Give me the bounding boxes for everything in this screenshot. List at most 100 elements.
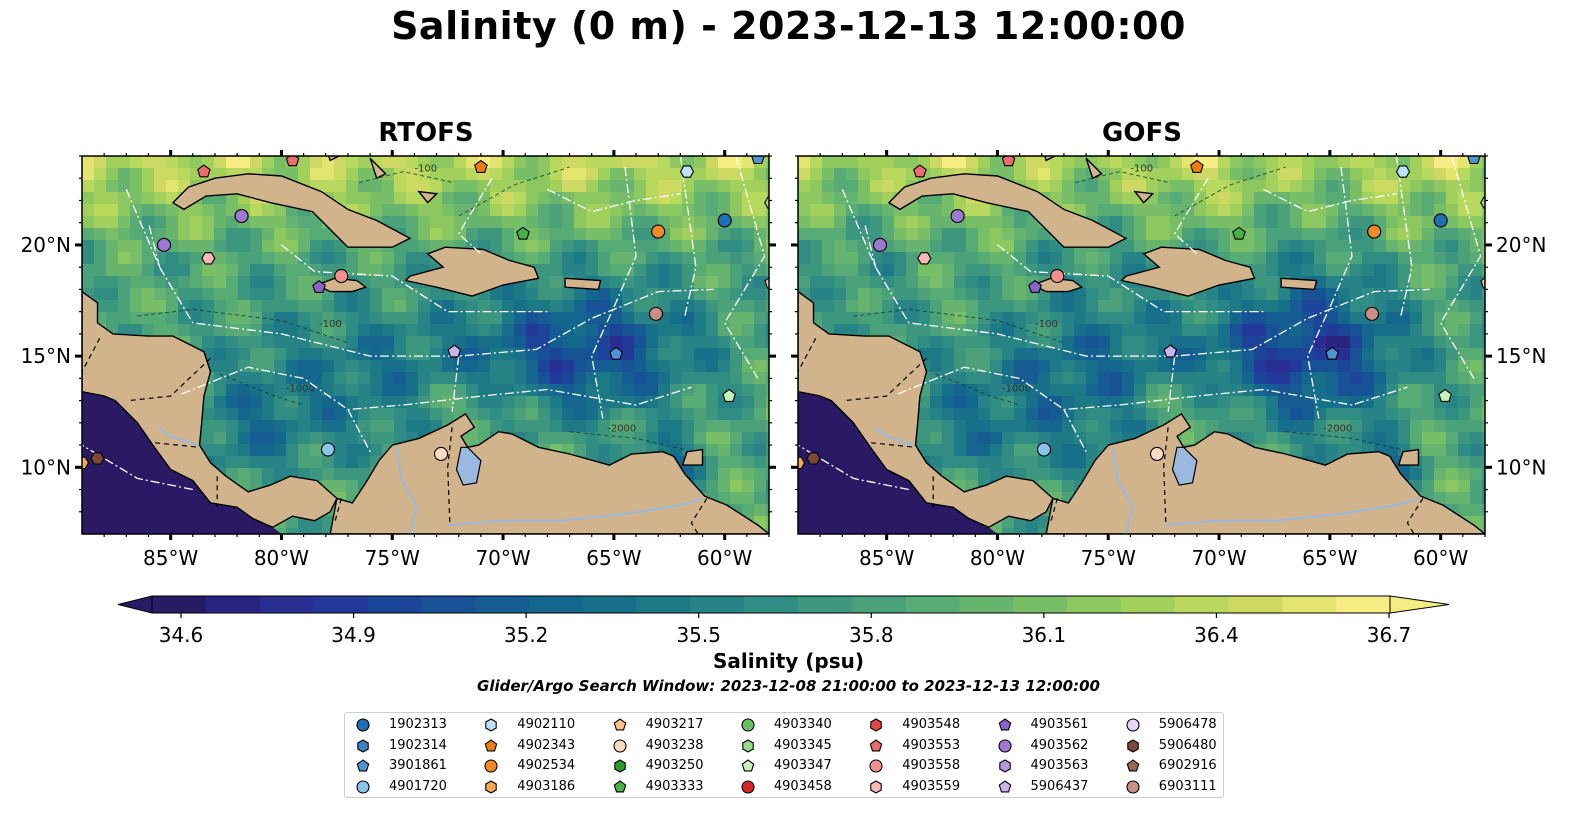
float-marker-6903111 xyxy=(1364,306,1380,321)
colorbar-tick-label: 36.1 xyxy=(1022,623,1067,647)
eez-boundary-4 xyxy=(679,156,697,317)
float-marker-4901720 xyxy=(320,442,336,457)
land-bahamas3 xyxy=(1133,190,1155,204)
legend-label: 4902110 xyxy=(517,717,576,732)
land-hispaniola xyxy=(404,246,540,297)
bathymetry-contour-3 xyxy=(1285,431,1401,450)
float-marker-5906480 xyxy=(806,452,821,465)
search-window-note: Glider/Argo Search Window: 2023-12-08 21… xyxy=(477,677,1100,695)
legend-label: 4902343 xyxy=(517,737,576,753)
legend-label: 5906478 xyxy=(1158,717,1217,732)
colorbar-segment xyxy=(152,596,207,613)
legend-marker-hexagon-icon xyxy=(485,779,498,794)
legend-label: 4903553 xyxy=(902,737,961,753)
lat-tick-label: 15°N xyxy=(21,344,71,368)
legend-label: 1902313 xyxy=(389,717,447,732)
colorbar-segment xyxy=(636,596,691,613)
eez-boundary-4 xyxy=(1395,156,1413,317)
land-central xyxy=(82,290,338,529)
colorbar-tick-label: 35.5 xyxy=(676,623,721,647)
legend-marker-hexagon-icon xyxy=(485,718,498,732)
eez-boundary-9 xyxy=(451,356,460,412)
colorbar-segment xyxy=(905,596,961,613)
eez-boundary-1 xyxy=(281,244,548,313)
legend-marker-hexagon-icon xyxy=(742,738,754,753)
bathymetry-contour-4 xyxy=(358,171,455,184)
bathymetry-contour-4 xyxy=(1074,171,1171,184)
bathymetry-contour-1 xyxy=(935,373,1020,406)
float-marker-4903345 xyxy=(1480,196,1485,209)
lon-tick-label: 65°W xyxy=(1302,546,1357,570)
float-marker-4903217 xyxy=(764,277,769,289)
legend-marker-hexagon-icon xyxy=(998,759,1011,773)
float-marker-4903553 xyxy=(285,156,300,167)
legend-label: 1902314 xyxy=(389,737,447,753)
eez-boundary-6 xyxy=(1439,156,1482,379)
float-marker-4902343 xyxy=(474,159,488,173)
float-marker-4903561 xyxy=(312,280,326,293)
land-hispaniola xyxy=(1120,246,1256,297)
eez-boundary-5 xyxy=(1173,177,1209,255)
legend-label: 4903563 xyxy=(1030,758,1089,773)
float-marker-5906437 xyxy=(447,344,462,358)
border-6 xyxy=(82,338,101,372)
colorbar-tick-label: 35.2 xyxy=(504,623,549,647)
contour-label: -1000 xyxy=(1002,384,1031,395)
map-gofs: -100 -1000 -2000 -100 xyxy=(798,156,1485,534)
land-trinidad xyxy=(681,448,704,466)
land-bahamas1 xyxy=(327,156,341,162)
eez-boundary-11 xyxy=(798,444,909,491)
legend-label: 4903345 xyxy=(773,737,832,753)
legend-label: 4903562 xyxy=(1030,737,1089,753)
legend-marker-circle-icon xyxy=(869,759,883,773)
river-0 xyxy=(1111,447,1134,534)
legend-label: 3901861 xyxy=(389,758,447,773)
eez-boundary-10 xyxy=(863,222,877,268)
colorbar-segment xyxy=(851,596,907,613)
legend-marker-circle-icon xyxy=(741,779,755,794)
colorbar-segment xyxy=(1013,596,1068,613)
pacific-ocean xyxy=(798,391,998,534)
lake-maracaibo xyxy=(455,446,482,486)
float-marker-4903562 xyxy=(234,208,249,224)
legend-marker-hexagon-icon xyxy=(1127,738,1139,753)
colorbar-segment xyxy=(1067,596,1122,613)
float-marker-4902110 xyxy=(1395,165,1411,178)
eez-boundary-6 xyxy=(723,156,766,379)
colorbar-segment xyxy=(797,596,853,613)
lon-tick-label: 65°W xyxy=(586,546,641,570)
border-3 xyxy=(334,498,342,524)
lon-tick-label: 85°W xyxy=(143,546,198,570)
legend-marker-circle-icon xyxy=(1126,779,1140,794)
lat-tick-label: 10°N xyxy=(1496,455,1546,479)
float-marker-4903347 xyxy=(1438,388,1452,402)
eez-boundary-8 xyxy=(347,409,371,453)
colorbar-tick-label: 36.7 xyxy=(1367,623,1412,647)
float-marker-4903562 xyxy=(950,208,965,224)
float-marker-4901720 xyxy=(1036,442,1052,457)
map-frame-rtofs xyxy=(81,155,770,535)
legend-marker-hexagon-icon xyxy=(870,718,882,732)
land-southamerica xyxy=(329,412,769,534)
legend-marker-pentagon-icon xyxy=(613,718,626,731)
river-1 xyxy=(447,497,703,527)
land-trinidad xyxy=(1397,448,1420,466)
bathymetry-contour-2 xyxy=(1174,166,1286,217)
colorbar-tick-label: 35.8 xyxy=(849,623,894,647)
land-puertorico xyxy=(564,277,602,291)
legend-label: 4903559 xyxy=(902,778,961,794)
legend-marker-circle-icon xyxy=(1126,718,1140,732)
lon-tick-label: 85°W xyxy=(859,546,914,570)
lon-tick-label: 80°W xyxy=(970,546,1025,570)
float-marker-3901861 xyxy=(1325,346,1339,360)
colorbar-segment xyxy=(744,596,799,613)
legend-marker-pentagon-icon xyxy=(998,779,1011,792)
float-marker-4903333 xyxy=(1232,226,1246,240)
colorbar-segment xyxy=(474,596,530,613)
eez-boundary-10 xyxy=(147,222,161,268)
colorbar-tick-label: 34.6 xyxy=(159,623,204,647)
eez-boundary-3 xyxy=(1307,167,1353,419)
float-marker-4903238 xyxy=(1149,446,1165,462)
colorbar-segment xyxy=(1282,596,1337,613)
